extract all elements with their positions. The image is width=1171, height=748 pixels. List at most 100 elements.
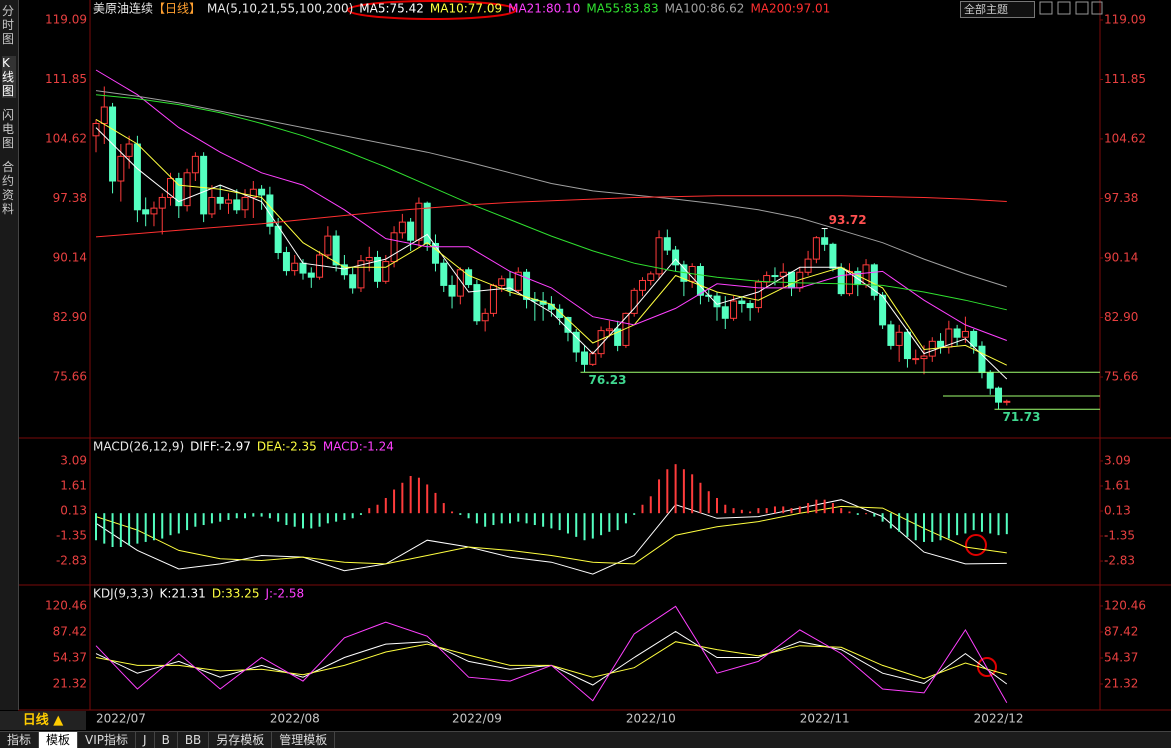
y-tick-label: 82.90 bbox=[1104, 310, 1138, 324]
histogram-bar bbox=[476, 513, 478, 523]
period-button[interactable]: 日线 ▲ bbox=[0, 711, 86, 730]
candle-body bbox=[896, 332, 902, 345]
candle-body bbox=[118, 156, 124, 181]
histogram-bar bbox=[186, 513, 188, 530]
y-tick-label: 21.32 bbox=[53, 676, 87, 690]
histogram-bar bbox=[401, 483, 403, 513]
candle-body bbox=[366, 257, 372, 260]
sidebar-tab[interactable]: 合约资料 bbox=[2, 160, 16, 216]
candle-body bbox=[747, 303, 753, 307]
histogram-bar bbox=[791, 508, 793, 513]
histogram-bar bbox=[385, 498, 387, 513]
y-tick-label: 1.61 bbox=[1104, 478, 1131, 492]
y-tick-label: 87.42 bbox=[53, 624, 87, 638]
sidebar-tab[interactable]: 闪电图 bbox=[2, 108, 16, 150]
y-tick-label: 120.46 bbox=[1104, 598, 1146, 612]
candle-body bbox=[830, 244, 836, 268]
y-tick-label: 97.38 bbox=[1104, 191, 1138, 205]
histogram-bar bbox=[261, 513, 263, 516]
candle-body bbox=[524, 272, 530, 299]
tab[interactable]: B bbox=[155, 732, 178, 748]
y-tick-label: -1.35 bbox=[1104, 529, 1135, 543]
y-tick-label: 75.66 bbox=[1104, 369, 1138, 383]
histogram-bar bbox=[484, 513, 486, 527]
histogram-bar bbox=[451, 512, 453, 514]
y-tick-label: -2.83 bbox=[56, 554, 87, 568]
histogram-bar bbox=[906, 513, 908, 537]
histogram-bar bbox=[219, 513, 221, 521]
histogram-bar bbox=[666, 469, 668, 513]
candle-body bbox=[350, 275, 356, 288]
histogram-bar bbox=[782, 506, 784, 513]
x-tick-label: 2022/11 bbox=[800, 712, 850, 726]
y-tick-label: 54.37 bbox=[53, 650, 87, 664]
candle-body bbox=[639, 280, 645, 290]
histogram-bar bbox=[459, 513, 461, 515]
histogram-bar bbox=[294, 513, 296, 527]
sidebar-tab[interactable]: K线图 bbox=[2, 56, 16, 98]
candle-body bbox=[822, 238, 828, 245]
histogram-bar bbox=[194, 513, 196, 527]
histogram-bar bbox=[377, 505, 379, 513]
sidebar-tab[interactable]: 分时图 bbox=[2, 4, 16, 46]
histogram-bar bbox=[584, 513, 586, 540]
candle-body bbox=[217, 197, 223, 203]
histogram-bar bbox=[501, 513, 503, 523]
candle-body bbox=[408, 222, 414, 240]
candle-body bbox=[391, 233, 397, 262]
tab[interactable]: 另存模板 bbox=[209, 732, 272, 748]
y-tick-label: 104.62 bbox=[45, 131, 87, 145]
candle-body bbox=[648, 274, 654, 281]
histogram-bar bbox=[492, 513, 494, 525]
legend-label: MACD(26,12,9) bbox=[93, 440, 184, 454]
histogram-bar bbox=[675, 464, 677, 513]
histogram-bar bbox=[343, 513, 345, 520]
tab[interactable]: J bbox=[136, 732, 155, 748]
legend-label: K:21.31 bbox=[160, 587, 206, 601]
candle-body bbox=[292, 263, 298, 270]
legend-label: KDJ(9,3,3) bbox=[93, 587, 154, 601]
legend-label: MA100:86.62 bbox=[665, 2, 745, 16]
histogram-bar bbox=[641, 505, 643, 513]
y-tick-label: 111.85 bbox=[45, 72, 87, 86]
candle-body bbox=[805, 259, 811, 272]
tab[interactable]: 指标 bbox=[0, 732, 39, 748]
histogram-bar bbox=[848, 512, 850, 514]
tab[interactable]: 模板 bbox=[39, 732, 78, 748]
candle-body bbox=[772, 276, 778, 277]
candle-body bbox=[582, 352, 588, 364]
histogram-bar bbox=[443, 503, 445, 513]
histogram-bar bbox=[418, 478, 420, 514]
histogram-bar bbox=[103, 513, 105, 543]
legend-label: DEA:-2.35 bbox=[257, 440, 317, 454]
histogram-bar bbox=[1006, 513, 1008, 534]
histogram-bar bbox=[799, 506, 801, 513]
y-tick-label: 119.09 bbox=[45, 12, 87, 26]
histogram-bar bbox=[559, 513, 561, 530]
theme-dropdown[interactable]: 全部主题 bbox=[960, 1, 1035, 18]
tab[interactable]: 管理模板 bbox=[272, 732, 335, 748]
tab[interactable]: VIP指标 bbox=[78, 732, 136, 748]
candle-body bbox=[399, 222, 405, 233]
histogram-bar bbox=[517, 513, 519, 521]
y-tick-label: 21.32 bbox=[1104, 676, 1138, 690]
histogram-bar bbox=[757, 508, 759, 513]
histogram-bar bbox=[625, 513, 627, 523]
candle-body bbox=[813, 238, 819, 259]
histogram-bar bbox=[691, 474, 693, 513]
histogram-bar bbox=[724, 505, 726, 513]
histogram-bar bbox=[112, 513, 114, 547]
tab[interactable]: BB bbox=[178, 732, 209, 748]
histogram-bar bbox=[410, 476, 412, 513]
candle-body bbox=[192, 156, 198, 172]
candle-body bbox=[209, 197, 215, 213]
candle-body bbox=[159, 197, 165, 208]
candle-body bbox=[101, 107, 107, 123]
tab-bar: 指标 模板 VIP指标 J B BB 另存模板 管理模板 bbox=[0, 731, 1171, 748]
histogram-bar bbox=[128, 513, 130, 545]
histogram-bar bbox=[716, 498, 718, 513]
y-tick-label: -1.35 bbox=[56, 529, 87, 543]
candle-body bbox=[913, 359, 919, 360]
histogram-bar bbox=[153, 513, 155, 540]
candle-body bbox=[664, 238, 670, 250]
